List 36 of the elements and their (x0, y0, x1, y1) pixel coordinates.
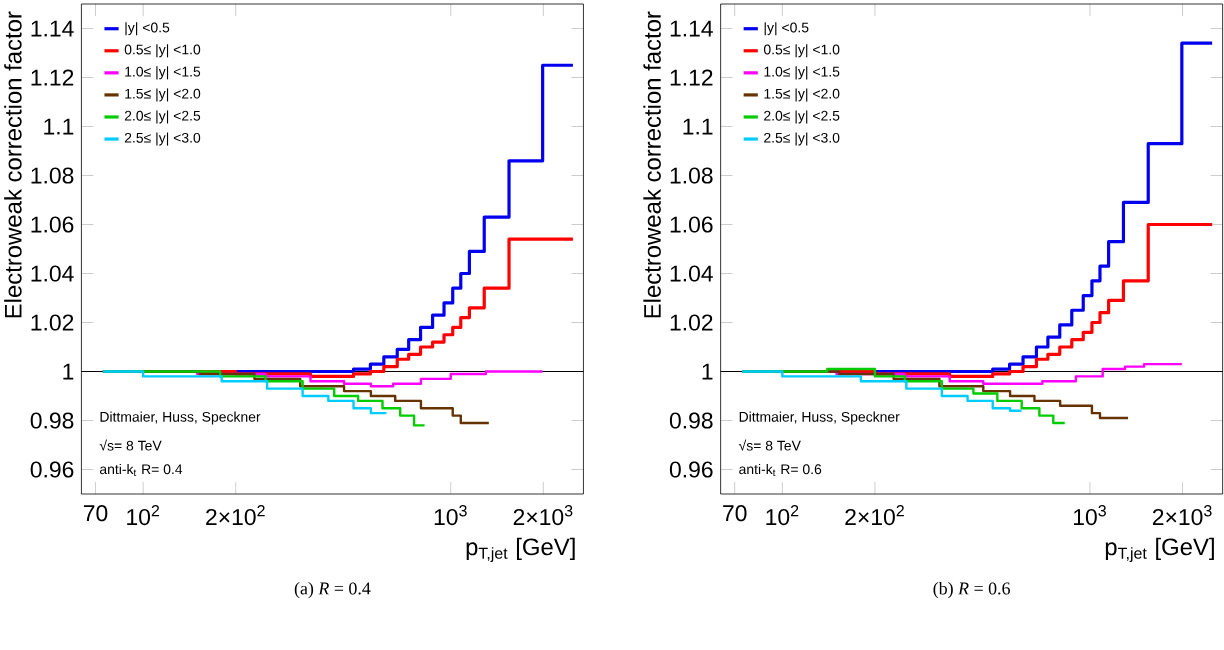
text: (b) R = 0.6 (933, 581, 1010, 599)
y-tick-label: 1 (702, 363, 713, 380)
y-tick-label: 1 (63, 363, 74, 380)
y-tick-label: 1.02 (670, 314, 713, 331)
y-tick-label: 1.12 (670, 69, 713, 86)
y-axis-title: Electroweak correction factor (4, 11, 22, 318)
y-tick-label: 1.12 (31, 69, 74, 86)
y-tick-label: 1.08 (31, 167, 74, 184)
y-tick-label: 0.96 (669, 461, 713, 478)
y-tick-label: 1.06 (31, 216, 74, 233)
y-axis-title: Electroweak correction factor (643, 11, 661, 318)
x-tick-label: 2×10$^{3}$ (513, 505, 573, 526)
y-tick-label: 1.14 (31, 20, 74, 37)
y-tick-label: 0.98 (30, 412, 74, 429)
x-tick-label: 10$^{3}$ (1074, 505, 1106, 526)
x-axis-title: p$_{T,jet}$ [GeV] (466, 537, 575, 563)
x-tick-label: 10$^{2}$ (127, 505, 160, 526)
x-tick-label: 10$^{2}$ (766, 505, 799, 526)
y-tick-label: 1.14 (670, 20, 713, 37)
y-tick-label: 0.98 (669, 412, 713, 429)
y-tick-label: 0.96 (30, 461, 74, 478)
text: (a) R = 0.4 (294, 581, 371, 599)
y-tick-label: 1.06 (670, 216, 713, 233)
y-tick-label: 1.04 (31, 265, 74, 282)
x-tick-label: 10$^{3}$ (434, 505, 467, 526)
x-tick-label: 2×10$^{2}$ (206, 505, 265, 526)
x-tick-label: 70 (83, 505, 108, 522)
x-tick-label: 2×10$^{3}$ (1152, 505, 1212, 526)
x-tick-label: 2×10$^{2}$ (845, 505, 904, 526)
x-tick-label: 70 (723, 505, 747, 522)
y-tick-label: 1.04 (670, 265, 713, 282)
y-tick-label: 1.02 (31, 314, 74, 331)
y-tick-label: 1.1 (683, 118, 713, 135)
x-axis-title: p$_{T,jet}$ [GeV] (1105, 537, 1214, 563)
y-tick-label: 1.1 (44, 118, 74, 135)
y-tick-label: 1.08 (670, 167, 713, 184)
